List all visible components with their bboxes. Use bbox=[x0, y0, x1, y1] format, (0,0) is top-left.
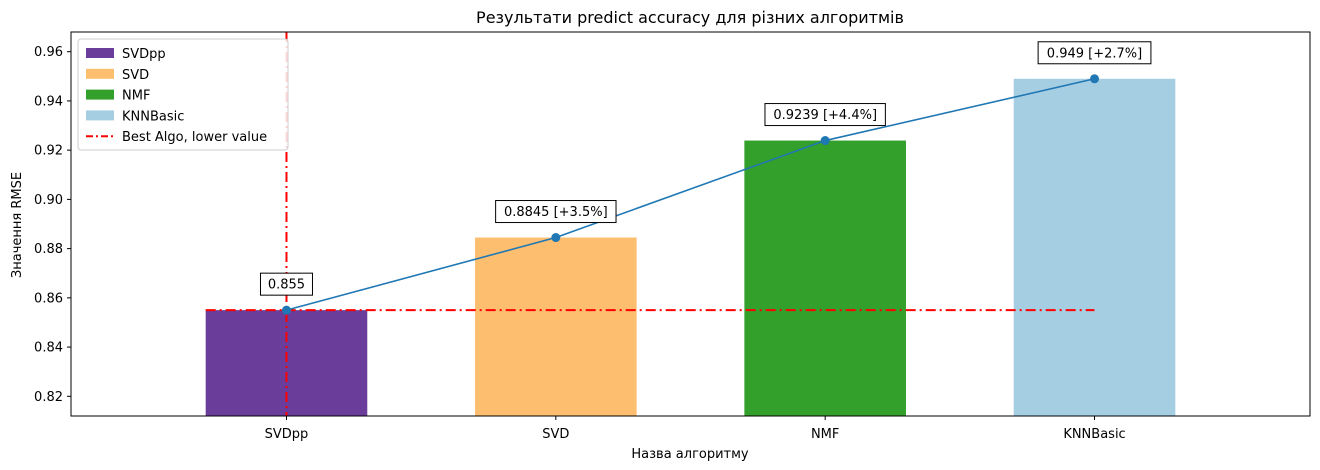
bar-knnbasic bbox=[1013, 78, 1176, 417]
x-tick-label-nmf: NMF bbox=[811, 427, 839, 442]
rmse-point-svdpp bbox=[281, 305, 291, 315]
annotation-box-svdpp bbox=[259, 272, 313, 296]
y-axis-label: Значення RMSE bbox=[10, 172, 25, 278]
legend-swatch bbox=[86, 68, 114, 79]
y-tick-label: 0.92 bbox=[34, 144, 63, 159]
annotation-label-knnbasic: 0.949 [+2.7%] bbox=[1047, 46, 1142, 61]
y-tick-label: 0.96 bbox=[34, 45, 63, 60]
annotation-label-svd: 0.8845 [+3.5%] bbox=[504, 205, 608, 220]
rmse-point-svd bbox=[551, 233, 561, 243]
annotation-label-svdpp: 0.855 bbox=[268, 278, 305, 293]
rmse-point-nmf bbox=[820, 136, 830, 146]
bar-svd bbox=[475, 237, 637, 416]
legend-swatch bbox=[86, 110, 114, 121]
legend-swatch bbox=[86, 48, 114, 58]
rmse-trend-line bbox=[286, 77, 1095, 311]
annotation-box-knnbasic bbox=[1037, 41, 1152, 65]
x-tick-label-svdpp: SVDpp bbox=[265, 427, 309, 442]
legend-label: Best Algo, lower value bbox=[122, 130, 267, 145]
y-tick-label: 0.88 bbox=[34, 242, 63, 257]
y-tick-label: 0.84 bbox=[34, 341, 63, 356]
legend-label: KNNBasic bbox=[122, 109, 184, 124]
annotation-box-nmf bbox=[764, 103, 886, 127]
y-tick-label: 0.86 bbox=[34, 291, 63, 306]
x-tick-label-knnbasic: KNNBasic bbox=[1063, 427, 1125, 442]
axes-frame bbox=[70, 31, 1311, 417]
legend-frame bbox=[77, 38, 289, 151]
legend-label: SVD bbox=[122, 68, 149, 83]
y-tick-label: 0.94 bbox=[34, 94, 63, 109]
legend-label: SVDpp bbox=[122, 47, 166, 62]
bar-nmf bbox=[744, 140, 906, 417]
x-tick-label-svd: SVD bbox=[542, 427, 569, 442]
y-tick-label: 0.90 bbox=[34, 193, 63, 208]
x-axis-label: Назва алгоритму bbox=[631, 447, 749, 462]
legend-swatch bbox=[86, 89, 114, 100]
plot-area: 0.855 0.8845 [+3.5%] 0.9239 [+4.4%] 0.949 [… bbox=[34, 31, 1311, 442]
legend: SVDpp SVD NMF KNNBasic Best Algo, lower valu… bbox=[77, 38, 289, 151]
y-tick-label: 0.82 bbox=[34, 390, 63, 405]
annotation-label-nmf: 0.9239 [+4.4%] bbox=[773, 108, 877, 123]
legend-label: NMF bbox=[122, 89, 150, 104]
rmse-point-knnbasic bbox=[1090, 74, 1100, 84]
annotation-box-svd bbox=[495, 200, 617, 224]
chart-title: Результати predict accuracy для різних а… bbox=[476, 8, 904, 27]
